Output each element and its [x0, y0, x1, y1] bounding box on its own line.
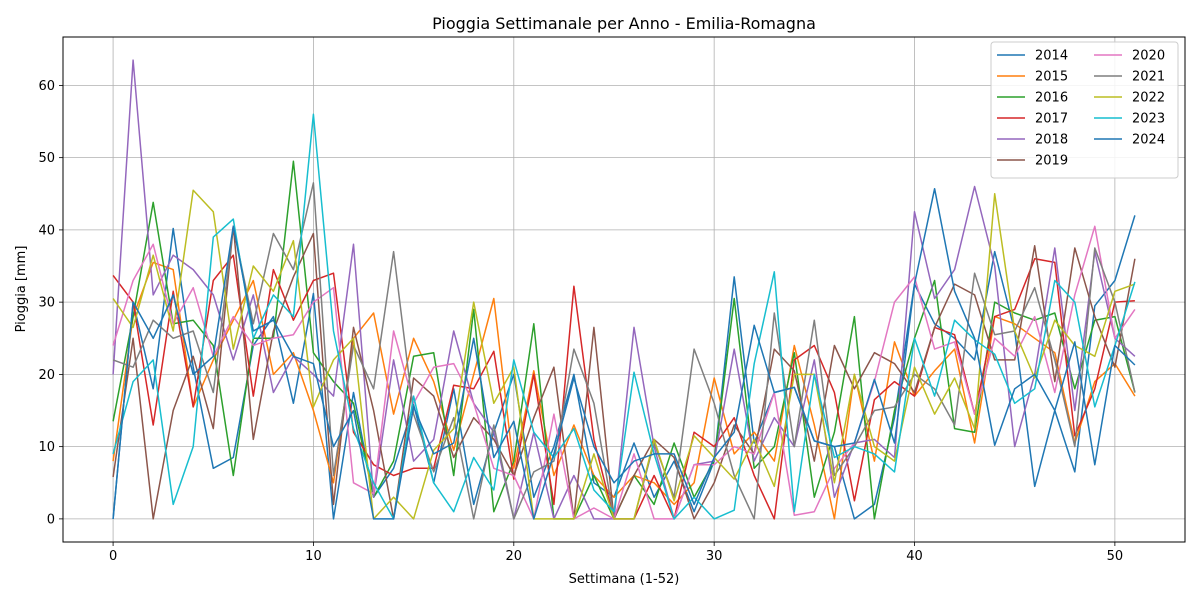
y-tick-label: 40	[38, 223, 55, 238]
x-tick-label: 20	[506, 549, 523, 564]
legend-label-2017: 2017	[1035, 112, 1068, 127]
series-line-2022	[112, 189, 1136, 520]
plot-frame	[62, 36, 1186, 543]
series-line-2018	[112, 59, 1136, 520]
legend-label-2015: 2015	[1035, 70, 1068, 85]
legend-label-2018: 2018	[1035, 133, 1068, 148]
legend-label-2014: 2014	[1035, 49, 1068, 64]
legend-box	[990, 41, 1179, 179]
series-line-2024	[112, 187, 1136, 520]
x-tick-label: 30	[706, 549, 723, 564]
chart-title: Pioggia Settimanale per Anno - Emilia-Ro…	[432, 14, 816, 33]
legend-label-2023: 2023	[1132, 112, 1165, 127]
legend-label-2024: 2024	[1132, 133, 1165, 148]
y-tick-label: 50	[38, 151, 55, 166]
legend: 2014 2015 2016 2017 2018 2019 2020 2021 2022 2023…	[990, 41, 1179, 179]
series-line-2020	[112, 225, 1136, 520]
legend-label-2021: 2021	[1132, 70, 1165, 85]
y-tick-label: 60	[38, 79, 55, 94]
axis-ticks: 0 10 20 30 40 50 0 10 20 30 40 50 60	[38, 79, 1123, 564]
y-tick-label: 30	[38, 296, 55, 311]
legend-label-2020: 2020	[1132, 49, 1165, 64]
y-tick-label: 10	[38, 440, 55, 455]
x-tick-label: 0	[109, 549, 117, 564]
series-lines	[112, 59, 1136, 520]
y-tick-label: 0	[47, 512, 55, 527]
series-line-2023	[112, 113, 1136, 520]
y-tick-label: 20	[38, 368, 55, 383]
x-axis-label: Settimana (1-52)	[569, 572, 680, 587]
legend-label-2019: 2019	[1035, 154, 1068, 169]
series-line-2019	[112, 225, 1136, 520]
x-tick-label: 10	[305, 549, 322, 564]
legend-label-2016: 2016	[1035, 91, 1068, 106]
legend-label-2022: 2022	[1132, 91, 1165, 106]
y-axis-label: Pioggia [mm]	[14, 246, 29, 333]
x-tick-label: 50	[1107, 549, 1124, 564]
x-tick-label: 40	[906, 549, 923, 564]
